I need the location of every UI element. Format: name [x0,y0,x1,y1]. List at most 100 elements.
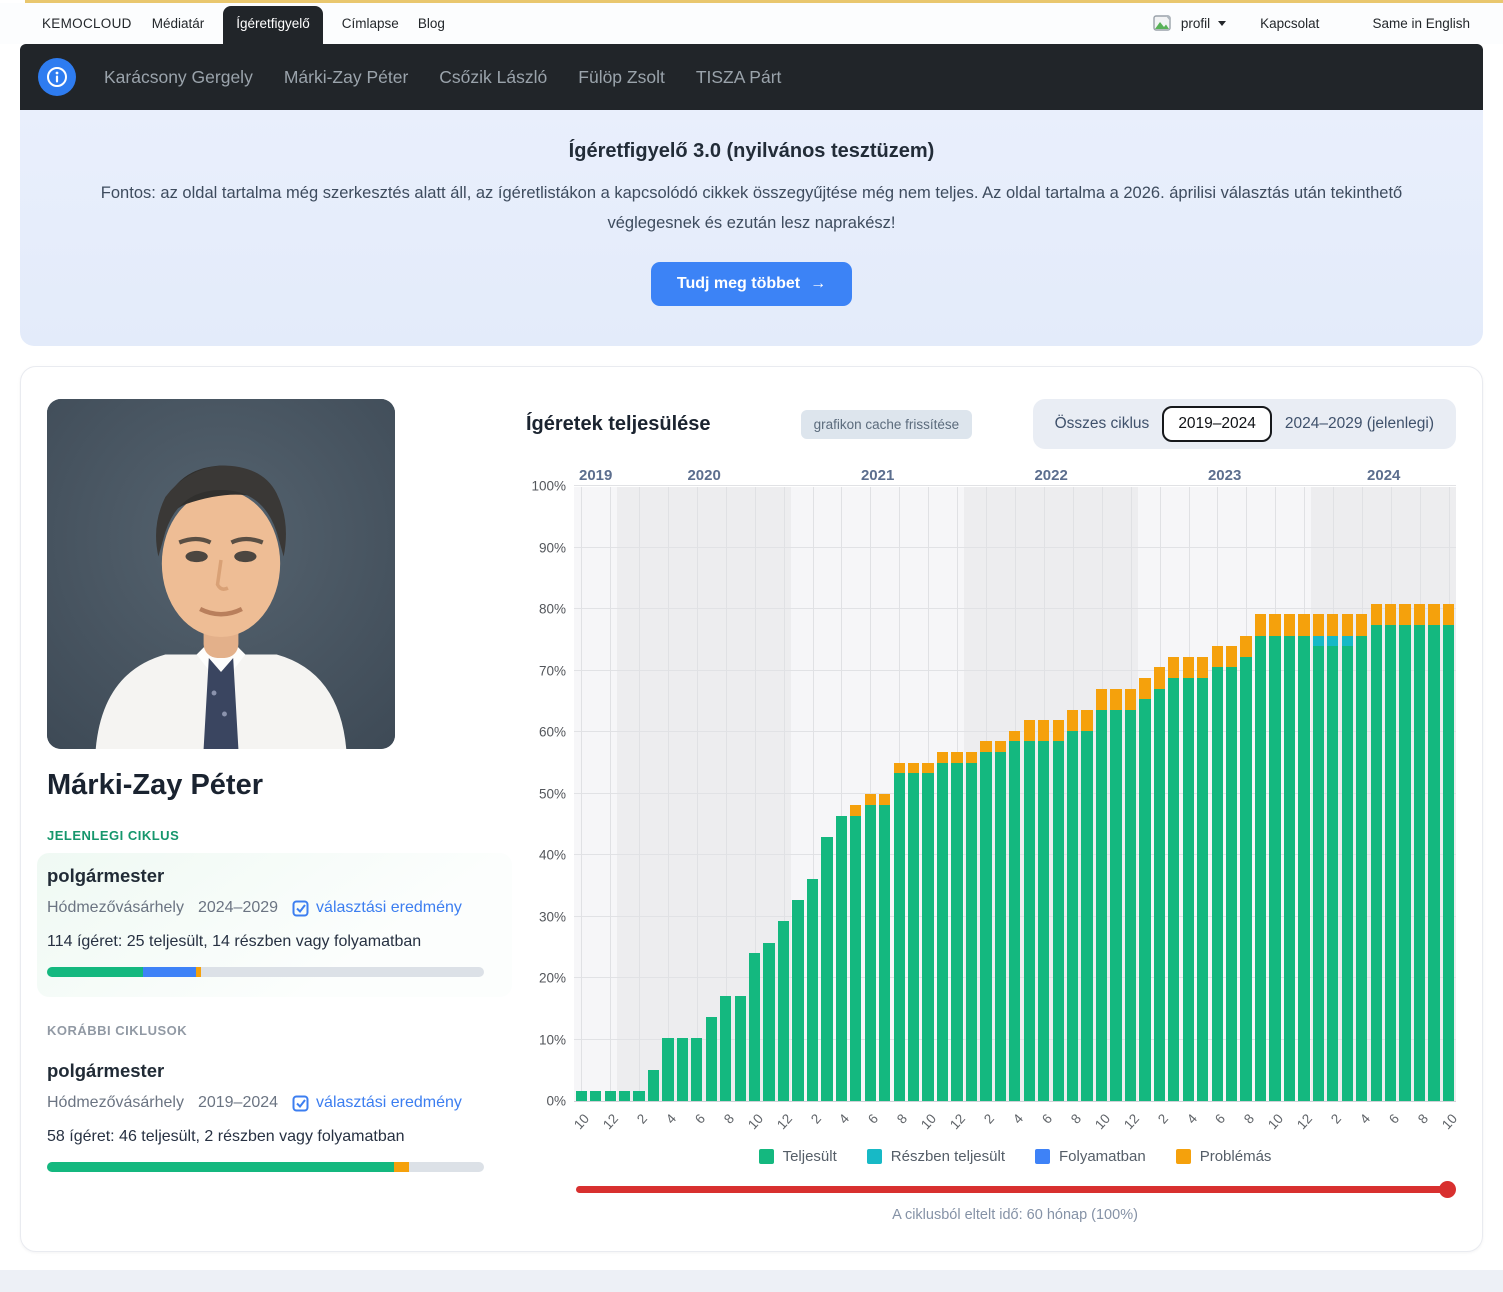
segment-option-2019–2024[interactable]: 2019–2024 [1162,406,1272,443]
bar-month-10[interactable] [1094,487,1108,1102]
profile-column: Márki-Zay Péter JELENLEGI CIKLUS polgárm… [37,399,512,1223]
bar-month-6[interactable] [1037,487,1051,1102]
nav-person-link[interactable]: Csőzik László [439,66,548,87]
bar-month-11[interactable] [935,487,949,1102]
nav-person-link[interactable]: Karácsony Gergely [104,66,253,87]
bar-month-7[interactable] [1224,487,1238,1102]
bar-month-4[interactable] [1354,487,1368,1102]
bar-segment-teljesult [1067,730,1079,1102]
bar-month-1[interactable] [617,487,631,1102]
slider-knob[interactable] [1439,1181,1456,1199]
bar-month-2[interactable] [805,487,819,1102]
bar-month-8[interactable] [892,487,906,1102]
bar-month-1[interactable] [791,487,805,1102]
bar-month-5[interactable] [1369,487,1383,1102]
refresh-cache-button[interactable]: grafikon cache frissítése [800,409,973,439]
bar-month-9[interactable] [1427,487,1441,1102]
bar-month-10[interactable] [1268,487,1282,1102]
profile-menu[interactable]: profil [1153,15,1227,32]
slider-track[interactable] [576,1186,1454,1194]
bar-month-5[interactable] [1195,487,1209,1102]
tab-blog[interactable]: Blog [417,15,445,31]
bar-month-11[interactable] [588,487,602,1102]
bar-month-3[interactable] [993,487,1007,1102]
bar-month-7[interactable] [1051,487,1065,1102]
bar-month-9[interactable] [1080,487,1094,1102]
info-icon[interactable] [38,58,76,96]
legend-item-folyamatban[interactable]: Folyamatban [1035,1148,1146,1165]
bar-month-4[interactable] [1008,487,1022,1102]
current-election-result-link[interactable]: választási eredmény [292,899,462,917]
link-same-in-english[interactable]: Same in English [1372,16,1470,31]
bar-segment-problemas [1197,656,1209,678]
bar-month-12[interactable] [950,487,964,1102]
bar-month-8[interactable] [1065,487,1079,1102]
legend-item-részben-teljesült[interactable]: Részben teljesült [866,1148,1005,1165]
bar-month-7[interactable] [1398,487,1412,1102]
bar-month-10[interactable] [1441,487,1455,1102]
bar-month-11[interactable] [1109,487,1123,1102]
bar-month-12[interactable] [1123,487,1137,1102]
bar-segment-teljesult [1124,709,1137,1102]
segment-option-2024–2029-(jelenlegi)[interactable]: 2024–2029 (jelenlegi) [1284,415,1434,433]
bar-month-8[interactable] [1412,487,1426,1102]
bar-month-3[interactable] [1340,487,1354,1102]
stacked-bar [850,487,862,1102]
tab-médiatár[interactable]: Médiatár [151,15,205,31]
bar-month-1[interactable] [1311,487,1325,1102]
bar-month-12[interactable] [1297,487,1311,1102]
bar-month-11[interactable] [762,487,776,1102]
bar-month-12[interactable] [776,487,790,1102]
bar-month-4[interactable] [834,487,848,1102]
bar-month-6[interactable] [1383,487,1397,1102]
nav-person-link[interactable]: Fülöp Zsolt [578,66,665,87]
link-kapcsolat[interactable]: Kapcsolat [1260,16,1320,31]
bar-month-2[interactable] [1326,487,1340,1102]
bar-segment-problemas [1399,603,1411,625]
tab-címlapse[interactable]: Címlapse [341,15,399,31]
bar-month-5[interactable] [1022,487,1036,1102]
bar-month-12[interactable] [603,487,617,1102]
bar-month-10[interactable] [921,487,935,1102]
previous-election-result-link[interactable]: választási eredmény [292,1094,462,1112]
legend-item-teljesült[interactable]: Teljesült [758,1148,837,1165]
bar-month-3[interactable] [820,487,834,1102]
bar-month-7[interactable] [704,487,718,1102]
tab-ígéretfigyelő[interactable]: Ígéretfigyelő [223,5,323,45]
bar-month-8[interactable] [719,487,733,1102]
bar-month-7[interactable] [878,487,892,1102]
bar-month-5[interactable] [849,487,863,1102]
bar-month-4[interactable] [1181,487,1195,1102]
bar-segment-teljesult [1081,730,1093,1102]
bar-month-10[interactable] [747,487,761,1102]
bar-month-11[interactable] [1282,487,1296,1102]
bar-month-6[interactable] [1210,487,1224,1102]
bar-month-9[interactable] [1253,487,1267,1102]
bar-segment-problemas [1153,667,1165,689]
bar-month-1[interactable] [964,487,978,1102]
bar-month-6[interactable] [690,487,704,1102]
bar-month-3[interactable] [1167,487,1181,1102]
segment-option-összes-ciklus[interactable]: Összes ciklus [1054,415,1150,433]
bar-month-9[interactable] [906,487,920,1102]
bar-month-6[interactable] [863,487,877,1102]
bar-month-1[interactable] [1138,487,1152,1102]
bar-month-8[interactable] [1239,487,1253,1102]
bar-month-5[interactable] [675,487,689,1102]
bar-month-3[interactable] [646,487,660,1102]
brand-kemocloud[interactable]: KEMOCLOUD [42,16,132,31]
bar-month-9[interactable] [733,487,747,1102]
bar-month-2[interactable] [1152,487,1166,1102]
stacked-bar [922,487,934,1102]
nav-person-link[interactable]: TISZA Párt [695,66,782,87]
bar-month-2[interactable] [979,487,993,1102]
nav-person-link[interactable]: Márki-Zay Péter [283,66,409,87]
previous-cycle-progressbar [47,1162,484,1173]
legend-item-problémás[interactable]: Problémás [1175,1148,1271,1165]
learn-more-button[interactable]: Tudj meg többet → [650,262,853,307]
bar-month-2[interactable] [632,487,646,1102]
slider-caption: A ciklusból eltelt idő: 60 hónap (100%) [892,1207,1138,1224]
bar-month-10[interactable] [574,487,588,1102]
elapsed-time-slider[interactable] [576,1181,1456,1199]
bar-month-4[interactable] [661,487,675,1102]
